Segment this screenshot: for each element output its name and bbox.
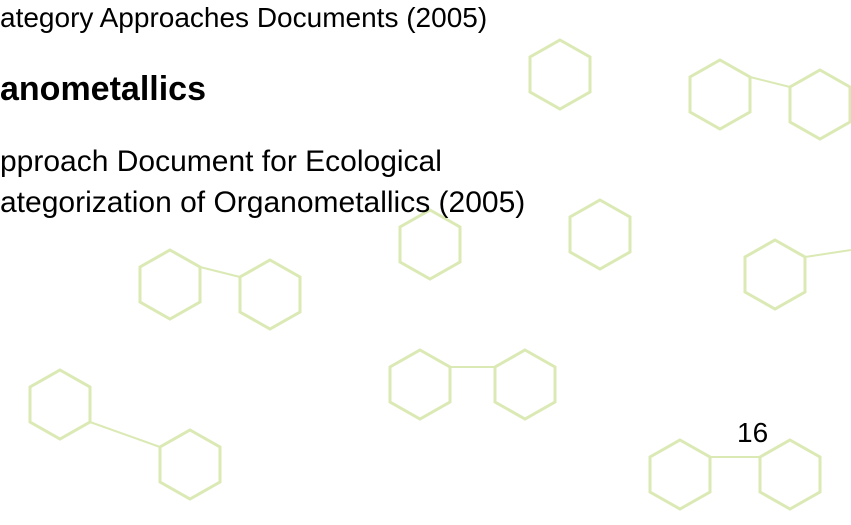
body-line: pproach Document for Ecological [0, 145, 442, 178]
header-text: ategory Approaches Documents (2005) [0, 2, 488, 33]
heading: anometallics [0, 70, 206, 108]
molecule-decoration [28, 38, 851, 511]
page-number: 16 [737, 417, 769, 448]
body-line: ategorization of Organometallics (2005) [0, 186, 526, 219]
